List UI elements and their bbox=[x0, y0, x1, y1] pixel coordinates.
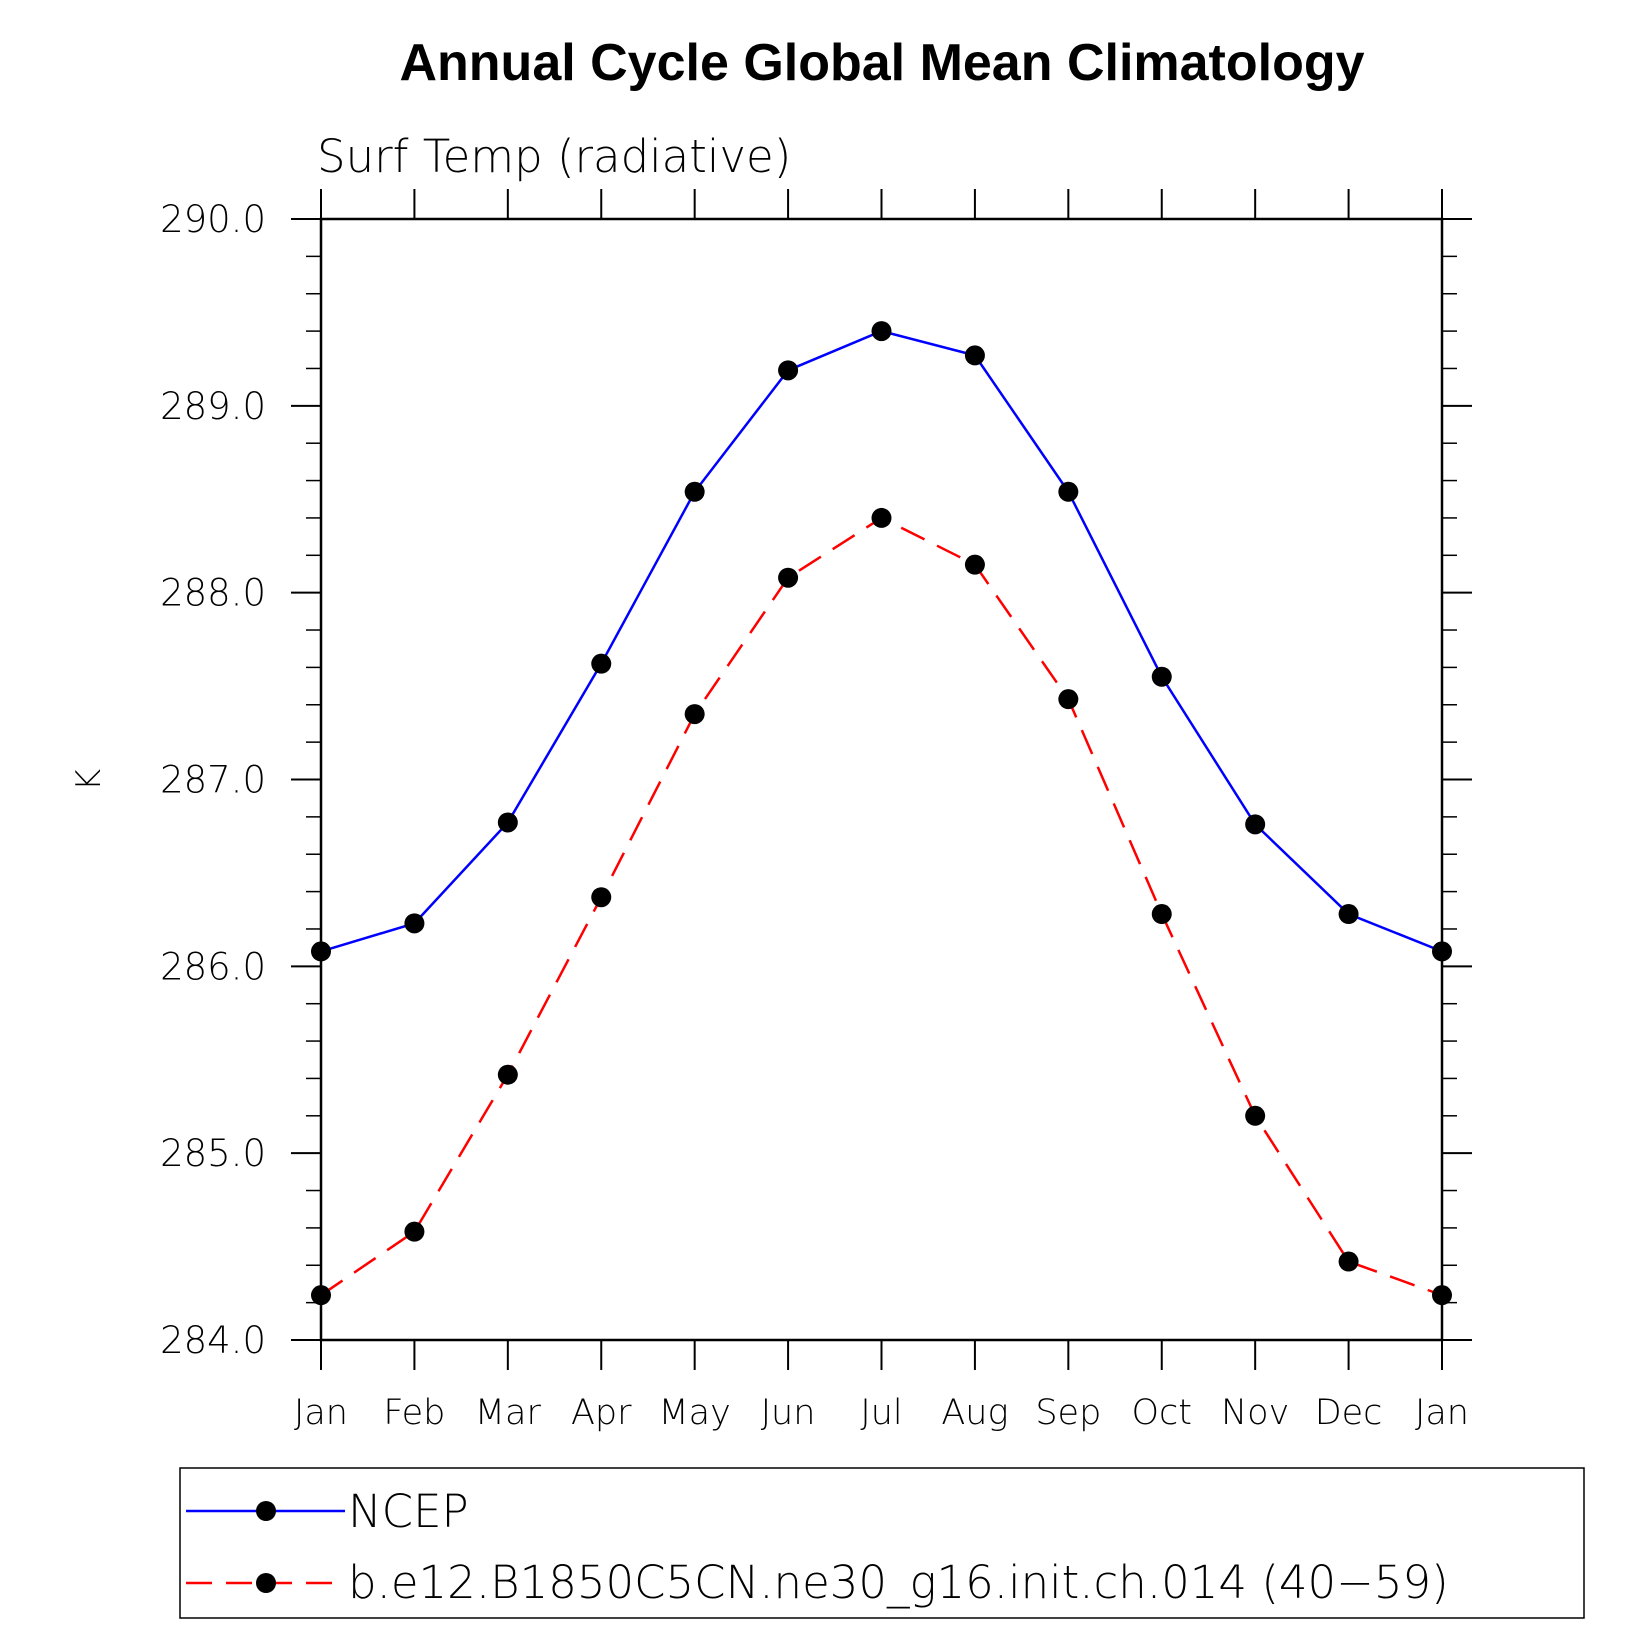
x-tick-label: Feb bbox=[383, 1393, 445, 1433]
data-point bbox=[591, 653, 612, 674]
series-1 bbox=[311, 507, 1452, 1306]
legend-marker-ncep bbox=[256, 1501, 276, 1521]
data-point bbox=[871, 321, 892, 342]
chart-title: Annual Cycle Global Mean Climatology bbox=[399, 34, 1364, 92]
data-point bbox=[591, 887, 612, 908]
data-point bbox=[684, 704, 705, 725]
y-axis: 284.0 285.0 286.0 287.0 288.0 289.0 290.0 bbox=[160, 198, 1472, 1362]
legend-marker-model bbox=[256, 1573, 276, 1593]
x-tick-label: Nov bbox=[1221, 1393, 1289, 1433]
x-tick-label: Apr bbox=[571, 1393, 632, 1433]
data-point bbox=[778, 567, 799, 588]
y-tick-label: 287.0 bbox=[160, 759, 266, 802]
x-tick-label: Jun bbox=[761, 1393, 816, 1433]
data-point bbox=[964, 345, 985, 366]
series-layer bbox=[311, 321, 1452, 1306]
x-axis: Jan Feb Mar Apr May Jun Jul Aug Sep Oct Nov Dec Jan bbox=[294, 189, 1469, 1433]
data-point bbox=[1151, 904, 1172, 925]
x-tick-label: Jul bbox=[860, 1393, 902, 1433]
x-tick-label: Mar bbox=[475, 1393, 542, 1433]
data-point bbox=[1058, 689, 1079, 710]
data-point bbox=[1245, 1105, 1266, 1126]
data-point bbox=[311, 1285, 331, 1306]
y-tick-label: 286.0 bbox=[160, 945, 266, 988]
data-point bbox=[778, 360, 799, 381]
y-tick-label: 289.0 bbox=[160, 385, 266, 428]
data-point bbox=[964, 554, 985, 575]
data-point bbox=[311, 941, 331, 962]
x-tick-label: Jan bbox=[294, 1393, 348, 1433]
data-point bbox=[404, 913, 425, 934]
y-axis-label: K bbox=[69, 769, 109, 791]
x-tick-label: Jan bbox=[1415, 1393, 1469, 1433]
x-tick-label: Aug bbox=[941, 1393, 1008, 1433]
data-point bbox=[1151, 666, 1172, 687]
plot-frame bbox=[319, 217, 1444, 1342]
series-line-0 bbox=[320, 329, 1443, 953]
data-point bbox=[404, 1221, 425, 1242]
data-point bbox=[871, 507, 892, 528]
chart-subtitle: Surf Temp (radiative) bbox=[317, 130, 791, 183]
x-tick-label: May bbox=[658, 1393, 730, 1433]
series-line-1 bbox=[320, 516, 1443, 1297]
x-tick-label: Oct bbox=[1131, 1393, 1192, 1433]
y-tick-label: 290.0 bbox=[160, 198, 266, 241]
x-tick-label: Dec bbox=[1315, 1393, 1383, 1433]
x-tick-label: Sep bbox=[1035, 1393, 1101, 1433]
data-point bbox=[1338, 1251, 1359, 1272]
legend: NCEP b.e12.B1850C5CN.ne30_g16.init.ch.01… bbox=[179, 1467, 1585, 1619]
y-tick-label: 285.0 bbox=[160, 1132, 266, 1175]
y-tick-label: 284.0 bbox=[160, 1319, 266, 1362]
plot-axes bbox=[319, 217, 1444, 1342]
data-point bbox=[1338, 904, 1359, 925]
data-point bbox=[1058, 481, 1079, 502]
data-point bbox=[684, 481, 705, 502]
legend-box bbox=[179, 1467, 1585, 1619]
data-point bbox=[1245, 814, 1266, 835]
legend-label-model: b.e12.B1850C5CN.ne30_g16.init.ch.014 (40… bbox=[348, 1556, 1449, 1609]
legend-label-ncep: NCEP bbox=[348, 1485, 469, 1538]
data-point bbox=[497, 812, 518, 833]
data-point bbox=[497, 1064, 518, 1085]
y-tick-label: 288.0 bbox=[160, 572, 266, 615]
data-point bbox=[1432, 1285, 1452, 1306]
series-0 bbox=[311, 321, 1452, 962]
data-point bbox=[1432, 941, 1452, 962]
